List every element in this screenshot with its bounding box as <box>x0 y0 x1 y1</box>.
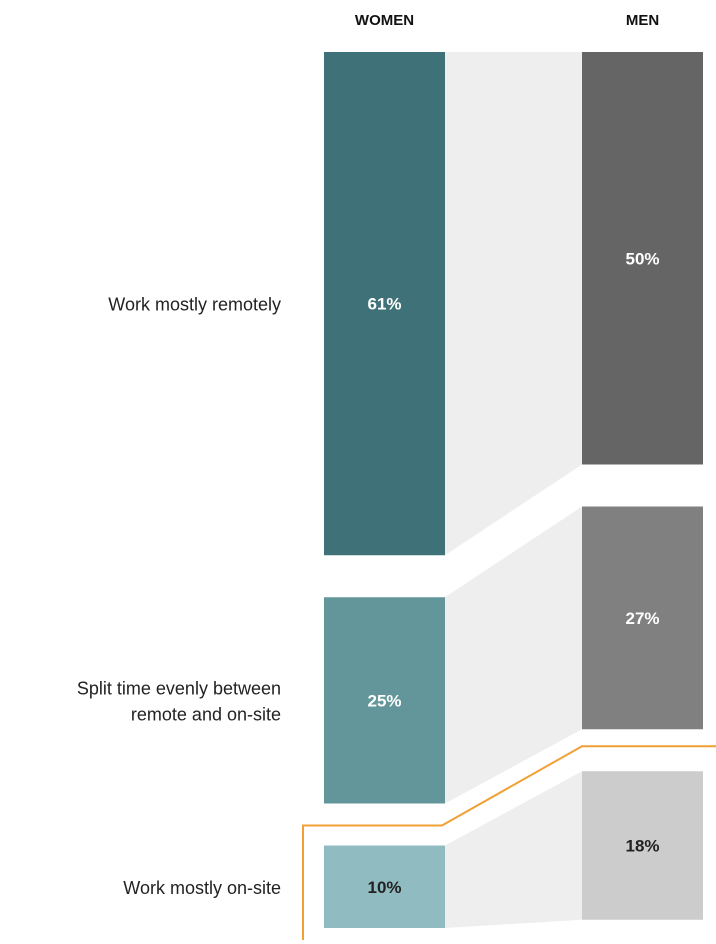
connector-layer <box>445 52 582 928</box>
bar-layer <box>324 52 703 928</box>
category-label-2-line-2: remote and on-site <box>131 704 281 724</box>
highlight-layer <box>302 745 716 940</box>
highlight-outline <box>302 745 716 940</box>
category-label-3: Work mostly on-site <box>123 878 281 898</box>
category-label-2-line-1: Split time evenly between <box>77 678 281 698</box>
label-layer: 61% 25% 10% 50% 27% 18% WOMEN MEN Work mostly re… <box>77 12 660 898</box>
women-value-label-1: 61% <box>367 295 401 314</box>
men-value-label-1: 50% <box>625 249 659 268</box>
women-column-header: WOMEN <box>355 12 414 29</box>
women-bar-3 <box>324 845 445 928</box>
men-value-label-2: 27% <box>625 609 659 628</box>
men-bar-3 <box>582 771 703 920</box>
men-bar-1 <box>582 52 703 465</box>
connector-band-3 <box>445 771 582 928</box>
women-bar-1 <box>324 52 445 556</box>
connector-band-1 <box>445 52 582 556</box>
women-value-label-2: 25% <box>367 691 401 710</box>
category-label-1: Work mostly remotely <box>108 295 281 315</box>
women-bar-2 <box>324 597 445 804</box>
men-bar-2 <box>582 506 703 730</box>
connector-band-2 <box>445 506 582 804</box>
men-column-header: MEN <box>626 12 659 29</box>
women-value-label-3: 10% <box>367 878 401 897</box>
men-value-label-3: 18% <box>625 837 659 856</box>
